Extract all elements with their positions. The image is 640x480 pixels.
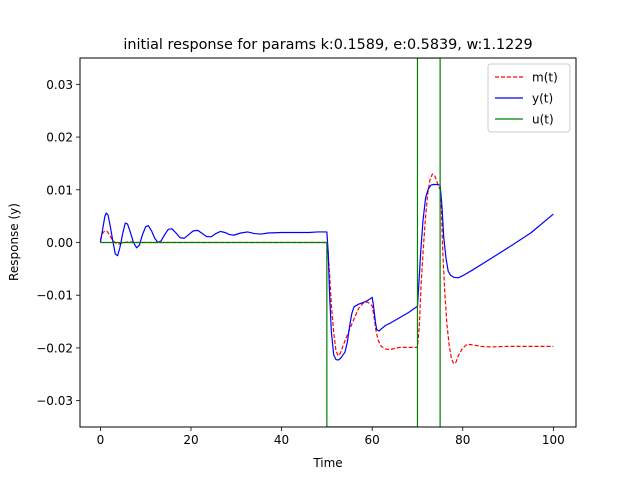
y-axis: −0.03 −0.02 −0.01 0.00 0.01 0.02 0.03 bbox=[36, 78, 80, 408]
series-line-mt bbox=[99, 173, 554, 365]
legend-label-mt: m(t) bbox=[532, 71, 558, 85]
y-tick-label: 0.01 bbox=[46, 183, 73, 197]
y-tick-label: −0.03 bbox=[36, 394, 73, 408]
x-axis: 0 20 40 60 80 100 bbox=[97, 427, 565, 447]
legend: m(t) y(t) u(t) bbox=[487, 63, 571, 133]
y-tick-label: 0.02 bbox=[46, 131, 73, 145]
legend-label-ut: u(t) bbox=[532, 113, 554, 127]
series-line-ut bbox=[100, 58, 441, 427]
x-tick-label: 80 bbox=[455, 433, 470, 447]
x-tick-label: 60 bbox=[365, 433, 380, 447]
series-layer bbox=[99, 58, 554, 427]
series-line-yt bbox=[99, 183, 554, 361]
x-tick-label: 20 bbox=[183, 433, 198, 447]
legend-box bbox=[487, 63, 571, 133]
y-tick-label: 0.03 bbox=[46, 78, 73, 92]
legend-label-yt: y(t) bbox=[532, 92, 553, 106]
chart-title: initial response for params k:0.1589, e:… bbox=[123, 37, 532, 53]
x-tick-label: 40 bbox=[274, 433, 289, 447]
y-tick-label: 0.00 bbox=[46, 236, 73, 250]
x-axis-label: Time bbox=[312, 456, 342, 470]
x-tick-label: 0 bbox=[97, 433, 105, 447]
y-tick-label: −0.02 bbox=[36, 341, 73, 355]
x-tick-label: 100 bbox=[542, 433, 565, 447]
y-axis-label: Response (y) bbox=[7, 203, 21, 281]
y-tick-label: −0.01 bbox=[36, 289, 73, 303]
